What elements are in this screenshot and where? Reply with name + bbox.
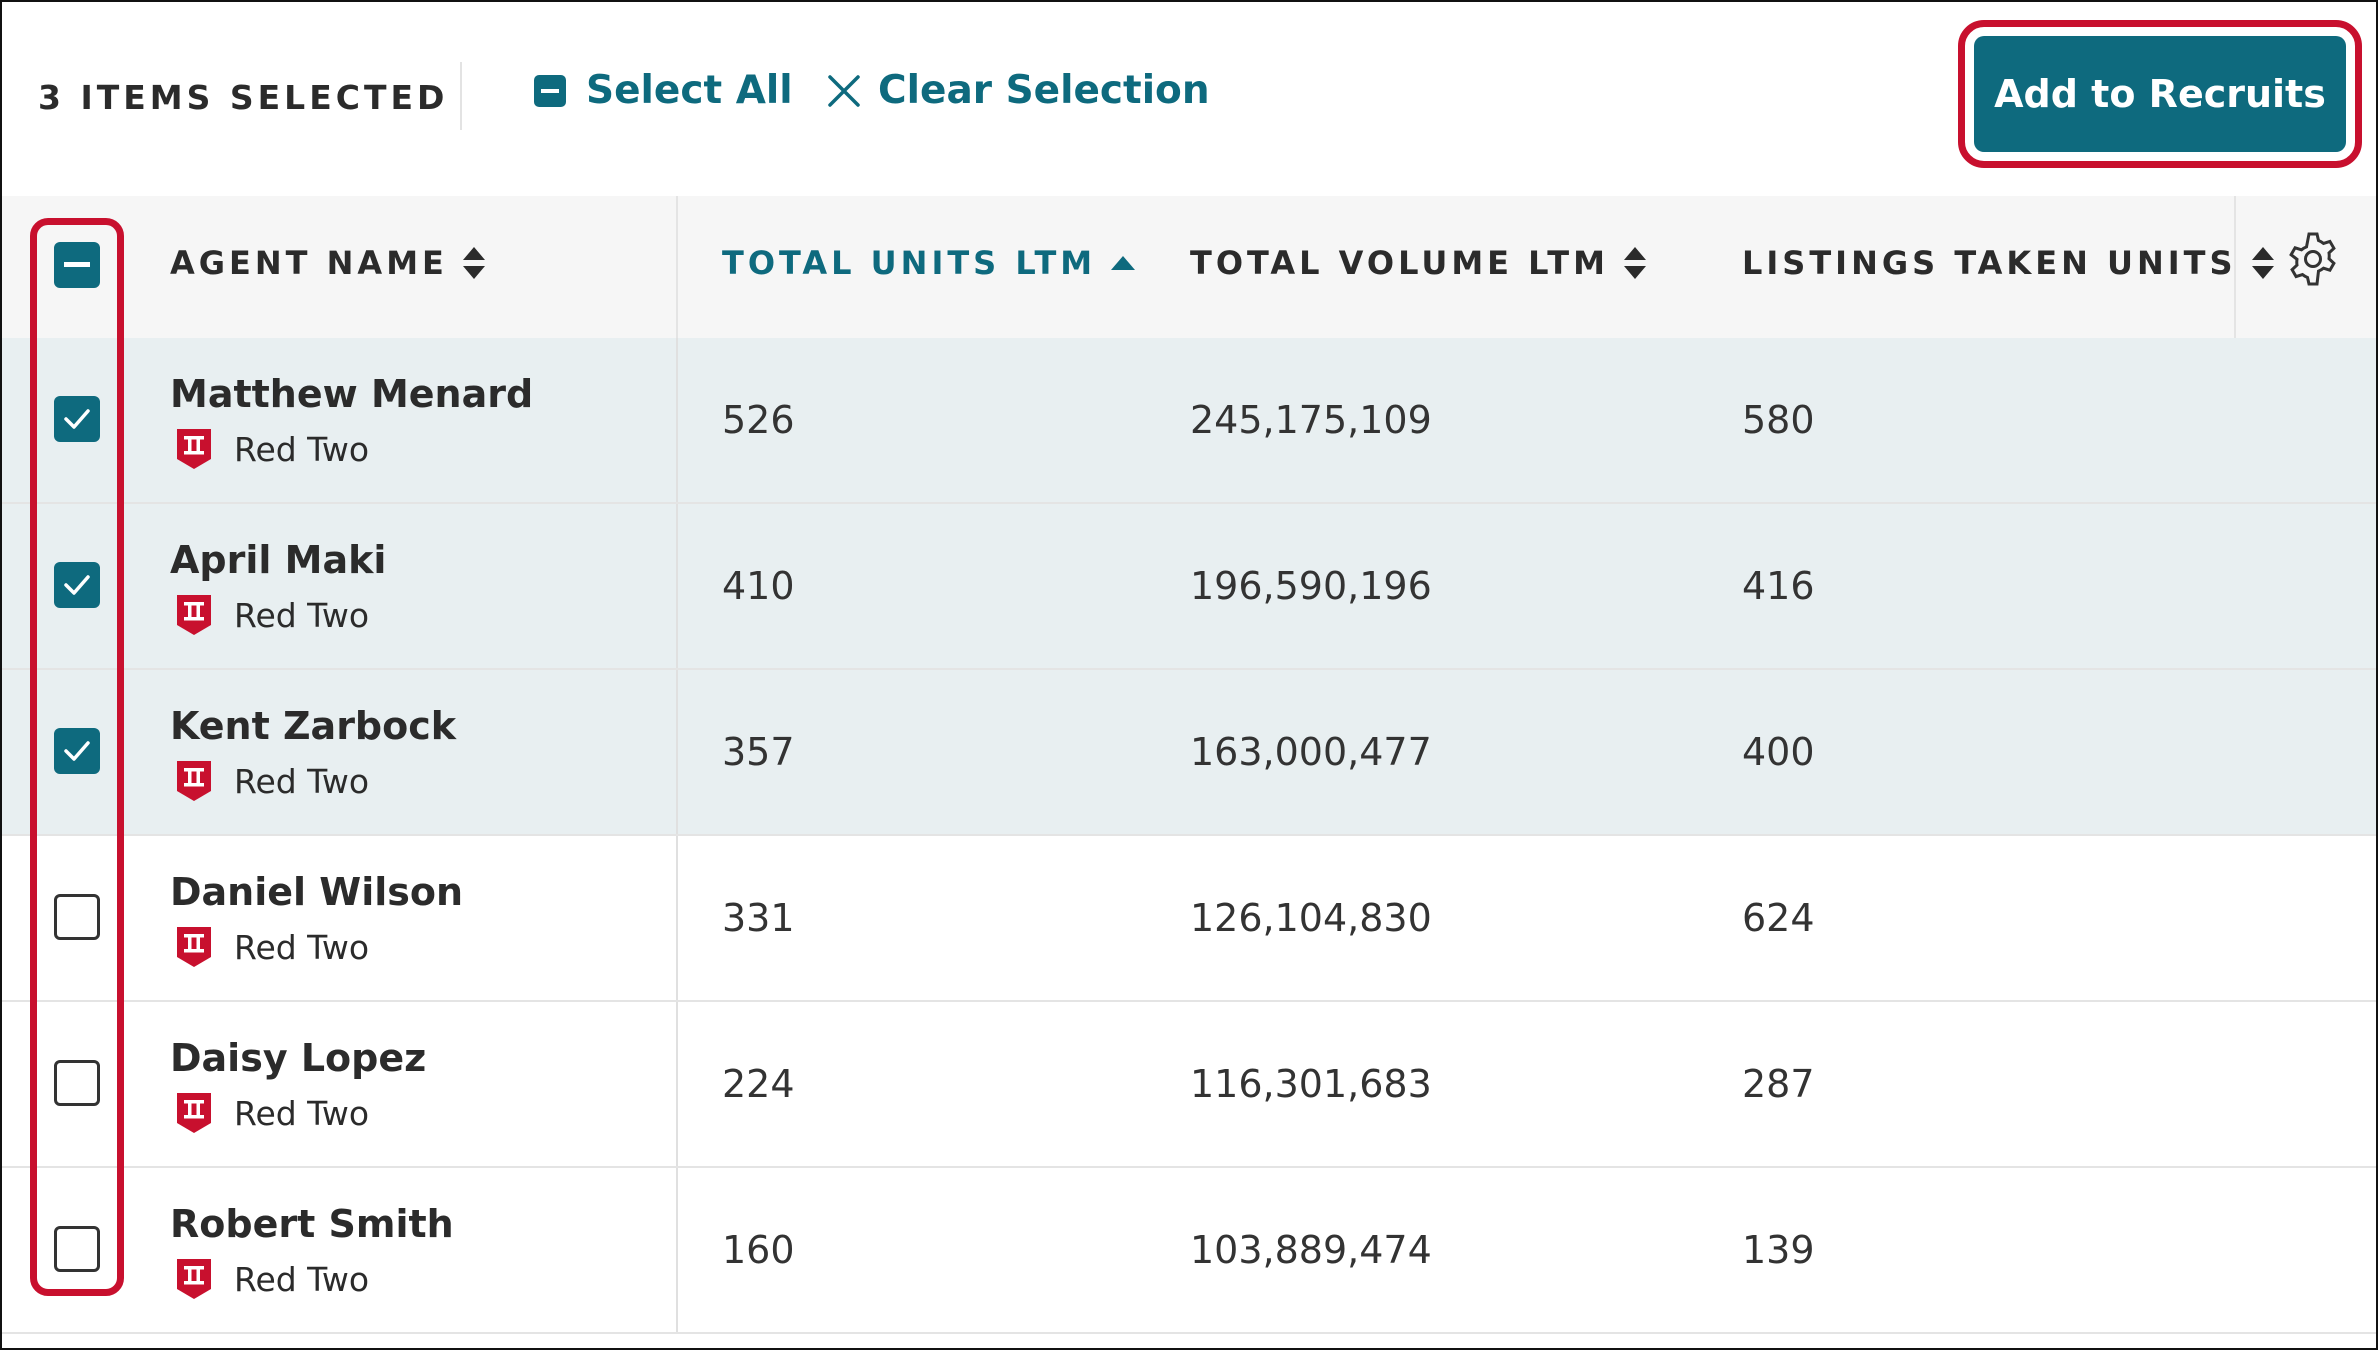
office-badge-icon <box>177 429 211 469</box>
listings-taken-cell: 580 <box>1742 398 1815 442</box>
total-volume-cell: 126,104,830 <box>1190 896 1432 940</box>
toolbar-divider <box>460 62 462 130</box>
column-divider <box>676 196 678 338</box>
total-units-cell: 224 <box>722 1062 795 1106</box>
column-divider <box>676 338 678 502</box>
sort-arrows-icon <box>462 247 485 279</box>
table-row[interactable]: Kent Zarbock Red Two 357 163,000,477 400 <box>2 670 2376 836</box>
column-divider <box>676 1168 678 1332</box>
total-units-cell: 357 <box>722 730 795 774</box>
sort-up-icon <box>1111 256 1136 270</box>
row-checkbox[interactable] <box>54 1226 100 1272</box>
total-units-cell: 160 <box>722 1228 795 1272</box>
office-badge-icon <box>177 761 211 801</box>
sort-arrows-icon <box>2251 247 2274 279</box>
total-units-cell: 526 <box>722 398 795 442</box>
agent-name-link[interactable]: Daniel Wilson <box>170 870 464 914</box>
column-divider <box>676 836 678 1000</box>
clear-selection-button[interactable]: Clear Selection <box>826 68 1210 113</box>
gear-icon[interactable] <box>2284 230 2342 288</box>
office-name: Red Two <box>234 1093 370 1133</box>
column-header-listings-taken[interactable]: LISTINGS TAKEN UNITS <box>1742 244 2275 282</box>
column-header-total-units[interactable]: TOTAL UNITS LTM <box>722 244 1136 282</box>
column-divider <box>676 670 678 834</box>
agent-name-link[interactable]: April Maki <box>170 538 387 582</box>
add-button-highlight <box>1958 20 2362 168</box>
column-divider <box>676 504 678 668</box>
table-row[interactable]: Matthew Menard Red Two 526 245,175,109 580 <box>2 338 2376 504</box>
office-name: Red Two <box>234 429 370 469</box>
column-divider <box>2234 196 2236 338</box>
office-tag: Red Two <box>174 426 369 472</box>
selection-toolbar: 3 ITEMS SELECTED Select All Clear Select… <box>2 2 2376 196</box>
office-tag: Red Two <box>174 1090 369 1136</box>
selected-count-label: 3 ITEMS SELECTED <box>38 78 449 117</box>
table-row[interactable]: Robert Smith Red Two 160 103,889,474 139 <box>2 1168 2376 1334</box>
listings-taken-cell: 139 <box>1742 1228 1815 1272</box>
column-header-label: TOTAL UNITS LTM <box>722 244 1097 282</box>
check-icon <box>64 409 90 429</box>
clear-selection-label: Clear Selection <box>878 68 1210 113</box>
sort-arrows-icon <box>1623 247 1646 279</box>
column-header-label: AGENT NAME <box>170 244 448 282</box>
row-checkbox[interactable] <box>54 728 100 774</box>
select-all-checkbox[interactable] <box>54 242 100 288</box>
row-checkbox[interactable] <box>54 562 100 608</box>
agent-name-link[interactable]: Daisy Lopez <box>170 1036 427 1080</box>
listings-taken-cell: 400 <box>1742 730 1815 774</box>
row-checkbox[interactable] <box>54 894 100 940</box>
total-volume-cell: 116,301,683 <box>1190 1062 1432 1106</box>
office-badge-icon <box>177 1093 211 1133</box>
office-tag: Red Two <box>174 924 369 970</box>
close-icon <box>828 74 860 107</box>
office-name: Red Two <box>234 761 370 801</box>
listings-taken-cell: 624 <box>1742 896 1815 940</box>
total-volume-cell: 103,889,474 <box>1190 1228 1432 1272</box>
total-units-cell: 331 <box>722 896 795 940</box>
column-header-label: TOTAL VOLUME LTM <box>1190 244 1609 282</box>
select-all-label: Select All <box>586 68 793 113</box>
check-icon <box>64 575 90 595</box>
column-divider <box>676 1002 678 1166</box>
office-name: Red Two <box>234 595 370 635</box>
listings-taken-cell: 416 <box>1742 564 1815 608</box>
table-row[interactable]: Daniel Wilson Red Two 331 126,104,830 624 <box>2 836 2376 1002</box>
agent-name-link[interactable]: Robert Smith <box>170 1202 454 1246</box>
total-volume-cell: 196,590,196 <box>1190 564 1432 608</box>
office-badge-icon <box>177 1259 211 1299</box>
total-units-cell: 410 <box>722 564 795 608</box>
office-badge-icon <box>177 595 211 635</box>
add-to-recruits-button[interactable]: Add to Recruits <box>1974 36 2346 152</box>
office-tag: Red Two <box>174 592 369 638</box>
row-checkbox[interactable] <box>54 1060 100 1106</box>
listings-taken-cell: 287 <box>1742 1062 1815 1106</box>
table-header: AGENT NAME TOTAL UNITS LTM TOTAL VOLUME … <box>2 196 2376 338</box>
office-badge-icon <box>177 927 211 967</box>
table-row[interactable]: Daisy Lopez Red Two 224 116,301,683 287 <box>2 1002 2376 1168</box>
column-header-agent-name[interactable]: AGENT NAME <box>170 244 486 282</box>
check-icon <box>64 741 90 761</box>
column-header-label: LISTINGS TAKEN UNITS <box>1742 244 2237 282</box>
column-header-total-volume[interactable]: TOTAL VOLUME LTM <box>1190 244 1647 282</box>
agent-name-link[interactable]: Kent Zarbock <box>170 704 457 748</box>
office-tag: Red Two <box>174 758 369 804</box>
office-name: Red Two <box>234 927 370 967</box>
table-row[interactable]: April Maki Red Two 410 196,590,196 416 <box>2 504 2376 670</box>
agent-name-link[interactable]: Matthew Menard <box>170 372 534 416</box>
minus-square-icon <box>534 74 566 107</box>
office-name: Red Two <box>234 1259 370 1299</box>
total-volume-cell: 245,175,109 <box>1190 398 1432 442</box>
select-all-button[interactable]: Select All <box>534 68 793 113</box>
office-tag: Red Two <box>174 1256 369 1302</box>
total-volume-cell: 163,000,477 <box>1190 730 1432 774</box>
row-checkbox[interactable] <box>54 396 100 442</box>
